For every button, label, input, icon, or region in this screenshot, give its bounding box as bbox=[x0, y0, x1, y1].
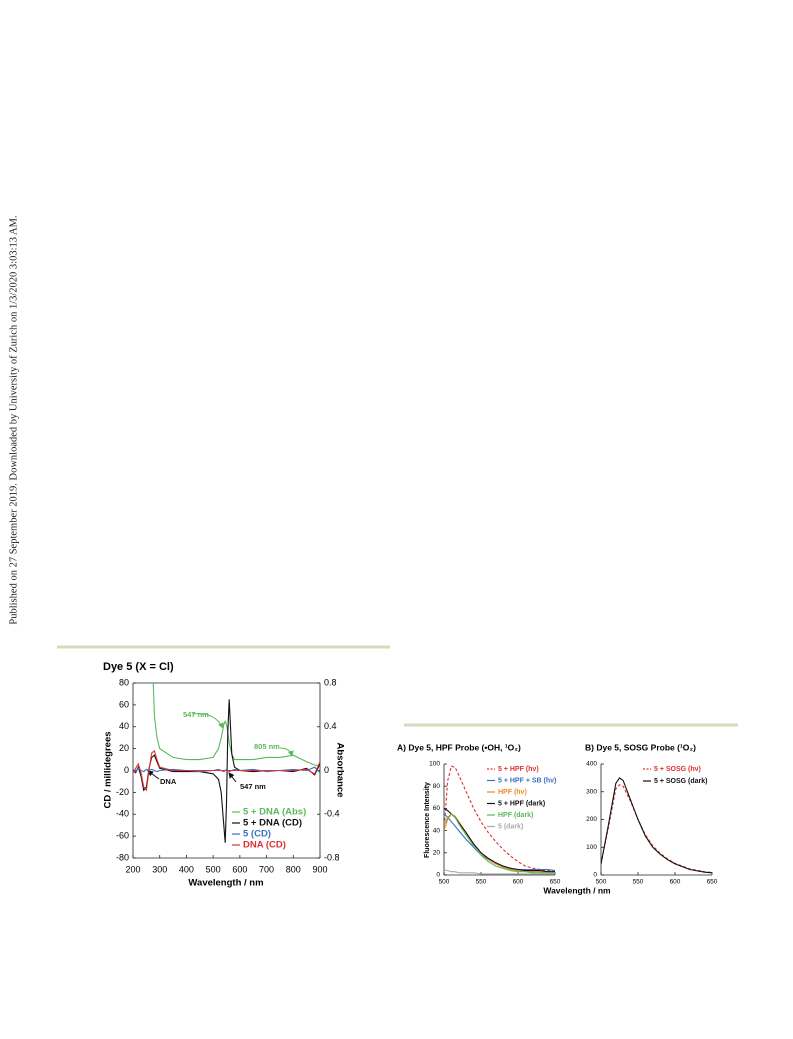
y-tick-label: 60 bbox=[433, 805, 441, 812]
y2-tick-label: 0.8 bbox=[324, 677, 337, 687]
y-tick-label: 40 bbox=[433, 827, 441, 834]
legend-label: HPF (hν) bbox=[498, 789, 527, 796]
chart-title: B) Dye 5, SOSG Probe (¹O₂) bbox=[585, 742, 696, 752]
y2-tick-label: 0.4 bbox=[324, 721, 337, 731]
y-tick-label: 200 bbox=[586, 816, 597, 823]
y-tick-label: 0 bbox=[593, 872, 597, 879]
legend-label: 5 + HPF (hν) bbox=[498, 766, 539, 773]
legend-label: 5 + DNA (CD) bbox=[243, 818, 302, 829]
y-tick-label: 80 bbox=[119, 677, 129, 687]
y-axis-label: Fluorescence Intensity bbox=[424, 782, 431, 858]
y-tick-label: 80 bbox=[433, 783, 441, 790]
y-tick-label: 20 bbox=[119, 743, 129, 753]
chart-title: Dye 5 (X = Cl) bbox=[103, 661, 174, 673]
x-tick-label: 300 bbox=[152, 864, 167, 874]
legend-label: 5 + DNA (Abs) bbox=[243, 807, 306, 818]
x-tick-label: 200 bbox=[125, 864, 140, 874]
y-tick-label: 20 bbox=[433, 850, 441, 857]
legend-label: 5 + SOSG (dark) bbox=[654, 778, 708, 785]
y-tick-label: 60 bbox=[119, 699, 129, 709]
x-tick-label: 700 bbox=[259, 864, 274, 874]
x-tick-label: 550 bbox=[633, 879, 644, 886]
legend-label: DNA (CD) bbox=[243, 840, 286, 851]
annotation: 547 nm bbox=[183, 710, 209, 719]
y2-axis-label: Absorbance bbox=[334, 743, 345, 798]
y-tick-label: -20 bbox=[116, 787, 129, 797]
y-tick-label: 100 bbox=[429, 761, 440, 768]
y-tick-label: 300 bbox=[586, 788, 597, 795]
series-line bbox=[152, 683, 320, 767]
y2-tick-label: -0.8 bbox=[324, 852, 340, 862]
series-line bbox=[444, 813, 555, 874]
annotation: 547 nm bbox=[240, 782, 266, 791]
legend-label: 5 + SOSG (hν) bbox=[654, 766, 701, 773]
series-line bbox=[444, 765, 555, 872]
x-tick-label: 500 bbox=[439, 879, 450, 886]
series-line bbox=[444, 868, 555, 875]
y2-tick-label: 0 bbox=[324, 765, 329, 775]
x-axis-label: Wavelength / nm bbox=[543, 885, 611, 895]
x-tick-label: 500 bbox=[596, 879, 607, 886]
x-axis-label: Wavelength / nm bbox=[188, 878, 263, 889]
annotation: 805 nm bbox=[254, 742, 280, 751]
y-tick-label: 40 bbox=[119, 721, 129, 731]
series-line bbox=[601, 777, 712, 874]
x-tick-label: 500 bbox=[206, 864, 221, 874]
y-tick-label: 0 bbox=[124, 765, 129, 775]
y-tick-label: 0 bbox=[436, 872, 440, 879]
x-tick-label: 650 bbox=[550, 879, 561, 886]
x-tick-label: 800 bbox=[286, 864, 301, 874]
legend-label: 5 + HPF + SB (hν) bbox=[498, 777, 556, 784]
y-tick-label: -80 bbox=[116, 852, 129, 862]
y-axis-label: CD / millidegrees bbox=[103, 731, 114, 808]
series-line bbox=[133, 749, 320, 792]
legend-label: HPF (dark) bbox=[498, 812, 533, 819]
x-tick-label: 650 bbox=[707, 879, 718, 886]
legend-label: 5 (dark) bbox=[498, 823, 523, 830]
x-tick-label: 900 bbox=[312, 864, 327, 874]
x-tick-label: 600 bbox=[513, 879, 524, 886]
y-tick-label: -60 bbox=[116, 831, 129, 841]
y-tick-label: -40 bbox=[116, 809, 129, 819]
x-tick-label: 600 bbox=[232, 864, 247, 874]
legend-label: 5 (CD) bbox=[243, 829, 271, 840]
annotation-arrow bbox=[147, 770, 160, 780]
annotation-arrow bbox=[228, 772, 237, 783]
y-tick-label: 400 bbox=[586, 761, 597, 768]
y2-tick-label: -0.4 bbox=[324, 809, 340, 819]
annotation-arrow bbox=[279, 747, 294, 757]
legend-label: 5 + HPF (dark) bbox=[498, 800, 545, 807]
x-tick-label: 400 bbox=[179, 864, 194, 874]
x-tick-label: 600 bbox=[670, 879, 681, 886]
annotation-arrow bbox=[191, 713, 224, 729]
sidebar-text: Published on 27 September 2019. Download… bbox=[8, 215, 19, 624]
series-line bbox=[444, 813, 555, 874]
chart-title: A) Dye 5, HPF Probe (•OH, ¹O₂) bbox=[397, 742, 521, 752]
y-tick-label: 100 bbox=[586, 844, 597, 851]
x-tick-label: 550 bbox=[476, 879, 487, 886]
series-line bbox=[601, 784, 712, 874]
annotation: DNA bbox=[160, 777, 177, 786]
